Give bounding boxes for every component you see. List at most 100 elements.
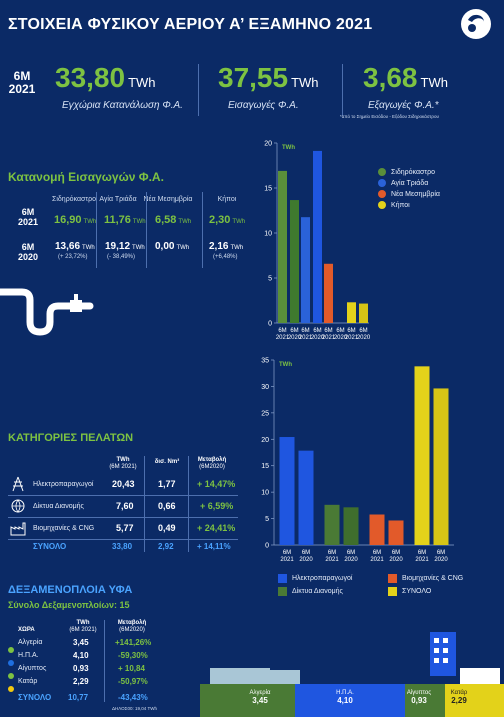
lng-total-label: ΣΥΝΟΛΟ xyxy=(18,693,52,702)
kpi-consumption: 33,80 TWh xyxy=(55,62,156,94)
x-tick-label: 2020 xyxy=(357,335,370,341)
x-tick-label: 2020 xyxy=(334,335,348,341)
bar xyxy=(313,150,322,323)
customers-row-twh: 5,77 xyxy=(116,523,134,533)
y-tick-label: 0 xyxy=(268,321,272,328)
x-tick-label: 2020 xyxy=(311,335,325,341)
x-tick-label: 2021 xyxy=(415,557,429,562)
customers-row-twh: 7,60 xyxy=(116,501,134,511)
customers-row-nm3: 0,49 xyxy=(158,523,176,533)
customers-divider xyxy=(188,456,189,552)
y-tick-label: 5 xyxy=(265,516,269,523)
lng-note: ΔΗΛΟΣ00: 19,04 TWh xyxy=(112,706,157,711)
x-tick-label: 2021 xyxy=(299,335,313,341)
imports-row-2020-label1: 6M xyxy=(21,242,35,252)
legend-item: Σιδηρόκαστρο xyxy=(378,168,440,176)
kpi-consumption-label: Εγχώρια Κατανάλωση Φ.Α. xyxy=(62,100,183,111)
x-tick-label: 2021 xyxy=(280,557,294,562)
imports-2020-change: (- 38,49%) xyxy=(107,254,136,260)
customers-heading: ΚΑΤΗΓΟΡΙΕΣ ΠΕΛΑΤΩΝ xyxy=(8,432,134,444)
customers-total-change: + 14,11% xyxy=(197,542,231,551)
customers-row-twh: 20,43 xyxy=(112,479,135,489)
legend-item: Βιομηχανίες & CNG xyxy=(388,574,463,583)
legend-swatch xyxy=(388,574,397,583)
legend-item: ΣΥΝΟΛΟ xyxy=(388,587,431,596)
kpi-footnote: *από το Σημείο Εισόδου - Εξόδου Σιδηροκά… xyxy=(340,114,439,119)
customers-total-label: ΣΥΝΟΛΟ xyxy=(33,542,67,551)
x-tick-label: 2020 xyxy=(389,557,403,562)
lng-subheading: Σύνολο Δεξαμενοπλοίων: 15 xyxy=(8,600,130,610)
kpi-imports-label: Εισαγωγές Φ.Α. xyxy=(228,100,299,111)
imports-2020-change: (+ 23,72%) xyxy=(58,254,88,260)
imports-row-2021-label2: 2021 xyxy=(17,217,39,227)
lng-row-change: -59,30% xyxy=(118,651,148,660)
kpi-divider xyxy=(198,64,199,116)
imports-divider xyxy=(202,192,203,268)
x-tick-label: 6M xyxy=(301,328,309,334)
customers-row-change: + 24,41% xyxy=(197,523,236,533)
power-pylon-icon xyxy=(12,476,24,492)
imports-divider xyxy=(96,192,97,268)
kpi-imports-value: 37,55 xyxy=(218,62,289,93)
imports-row-2021-label: 6M 2021 xyxy=(17,207,39,227)
imports-legend: Σιδηρόκαστρο Αγία Τριάδα Νέα Μεσημβρία Κ… xyxy=(378,168,440,209)
imports-2021-sidirokastro: 16,90 TWh xyxy=(54,214,97,226)
bar xyxy=(290,200,299,323)
lng-row xyxy=(8,653,14,671)
x-tick-label: 6M xyxy=(324,328,332,334)
legend-item: Αγία Τριάδα xyxy=(378,179,440,187)
customers-row-change: + 14,47% xyxy=(197,479,236,489)
x-tick-label: 2021 xyxy=(345,335,359,341)
y-tick-label: 20 xyxy=(264,141,272,148)
x-tick-label: 2021 xyxy=(370,557,384,562)
customers-row-nm3: 0,66 xyxy=(158,501,176,511)
lng-row xyxy=(8,640,14,658)
kpi-exports-value: 3,68 xyxy=(363,62,418,93)
customers-row-change: + 6,59% xyxy=(200,501,234,511)
ship-label-egypt: Αίγυπτος 0,93 xyxy=(406,690,432,705)
lng-row-country: Αίγυπτος xyxy=(18,665,47,672)
customers-row-label: Δίκτυα Διανομής xyxy=(33,503,84,510)
lng-row-change: +141,26% xyxy=(115,638,152,647)
x-tick-label: 6M xyxy=(418,550,426,556)
imports-2020-sidirokastro: 13,66 TWh xyxy=(55,241,95,252)
x-tick-label: 2020 xyxy=(288,335,302,341)
lng-row-twh: 3,45 xyxy=(73,638,89,647)
lng-divider xyxy=(104,620,105,702)
customers-legend: Ηλεκτροπαραγωγοί Βιομηχανίες & CNG Δίκτυ… xyxy=(278,574,488,596)
y-tick-label: 0 xyxy=(265,543,269,550)
x-tick-label: 6M xyxy=(373,550,381,556)
kpi-imports: 37,55 TWh xyxy=(218,62,319,94)
lng-dot xyxy=(8,686,14,692)
bar xyxy=(359,303,368,323)
x-tick-label: 6M xyxy=(336,328,344,334)
customers-col-nm3: δισ. Nm³ xyxy=(154,459,180,465)
kpi-period: 6M 2021 xyxy=(8,70,36,96)
kpi-consumption-unit: TWh xyxy=(128,75,156,90)
legend-dot xyxy=(378,190,386,198)
bar xyxy=(414,366,430,545)
imports-row-2020-label: 6M 2020 xyxy=(17,242,39,262)
bar xyxy=(343,507,359,545)
imports-row-2020-label2: 2020 xyxy=(17,252,39,262)
customers-bar-chart: 05101520253035TWh6M20216M20206M20216M202… xyxy=(261,358,454,562)
x-tick-label: 6M xyxy=(278,328,286,334)
kpi-exports-label: Εξαγωγές Φ.Α.* xyxy=(368,100,439,111)
ship-segment-algeria xyxy=(200,684,295,717)
bar xyxy=(324,263,333,323)
ship-label-algeria: Αλγερία 3,45 xyxy=(249,690,271,705)
x-tick-label: 2020 xyxy=(299,557,313,562)
imports-2021-nea-mesimvria: 6,58 TWh xyxy=(155,214,192,226)
pipeline-illustration xyxy=(0,288,94,336)
imports-col-header: Αγία Τριάδα xyxy=(99,196,137,203)
lng-row-country: Αλγερία xyxy=(18,639,43,646)
lng-row-country: Κατάρ xyxy=(18,678,38,685)
lng-row-country: Η.Π.Α. xyxy=(18,652,39,659)
lng-col-country: ΧΩΡΑ xyxy=(18,627,35,633)
kpi-exports-unit: TWh xyxy=(420,75,448,90)
kpi-period-line1: 6M xyxy=(13,69,31,83)
legend-item: Δίκτυα Διανομής xyxy=(278,587,368,596)
lng-heading: ΔΕΞΑΜΕΝΟΠΛΟΙΑ ΥΦΑ xyxy=(8,584,133,596)
x-tick-label: 2020 xyxy=(434,557,448,562)
lng-row-twh: 0,93 xyxy=(73,664,89,673)
